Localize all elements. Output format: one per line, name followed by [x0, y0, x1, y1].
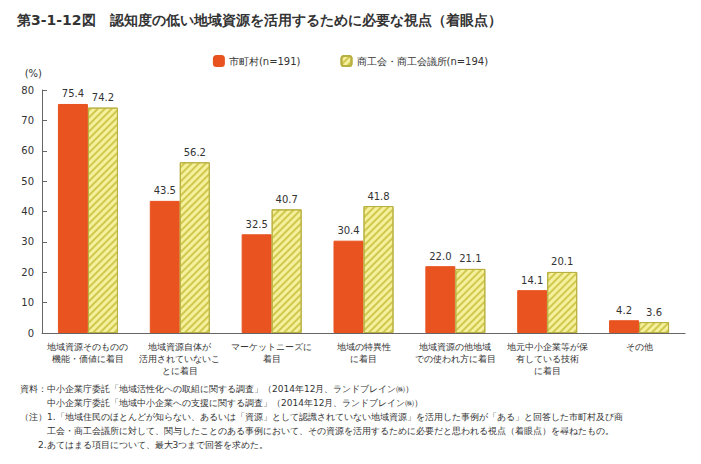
svg-text:工会・商工会議所に対して、関与したことのある事例において、そ: 工会・商工会議所に対して、関与したことのある事例において、その資源を活用するため… [20, 426, 614, 436]
svg-text:3.6: 3.6 [646, 307, 662, 318]
svg-text:とに着目: とに着目 [162, 366, 198, 376]
svg-text:中小企業庁委託「地域中小企業への支援に関する調査」（2014: 中小企業庁委託「地域中小企業への支援に関する調査」（2014年12月、ランドブレ… [20, 398, 423, 408]
svg-text:地元中小企業等が保: 地元中小企業等が保 [506, 342, 588, 352]
svg-text:32.5: 32.5 [246, 219, 268, 230]
svg-text:資料：中小企業庁委託「地域活性化への取組に関する調査」（20: 資料：中小企業庁委託「地域活性化への取組に関する調査」（2014年12月、ランド… [20, 384, 414, 394]
svg-text:20: 20 [21, 267, 34, 278]
svg-text:(%): (%) [25, 68, 42, 79]
svg-text:機能・価値に着目: 機能・価値に着目 [52, 354, 124, 364]
svg-text:地域資源自体が: 地域資源自体が [147, 342, 212, 352]
svg-text:40.7: 40.7 [276, 194, 298, 205]
svg-text:22.0: 22.0 [429, 251, 451, 262]
svg-text:4.2: 4.2 [616, 305, 632, 316]
svg-text:74.2: 74.2 [92, 92, 114, 103]
svg-text:商工会・商工会議所(n=194): 商工会・商工会議所(n=194) [357, 56, 489, 67]
svg-text:市町村(n=191): 市町村(n=191) [229, 56, 301, 67]
svg-text:75.4: 75.4 [62, 88, 84, 99]
svg-text:に着目: に着目 [534, 366, 561, 376]
svg-text:60: 60 [21, 145, 34, 156]
svg-text:マーケットニーズに: マーケットニーズに [231, 342, 312, 352]
svg-text:40: 40 [21, 206, 34, 217]
svg-text:41.8: 41.8 [367, 191, 389, 202]
svg-text:70: 70 [21, 115, 34, 126]
svg-text:地域資源そのものの: 地域資源そのものの [46, 342, 128, 352]
svg-text:43.5: 43.5 [154, 185, 176, 196]
svg-text:80: 80 [21, 85, 34, 96]
svg-text:21.1: 21.1 [459, 253, 481, 264]
svg-text:10: 10 [21, 297, 34, 308]
svg-text:地域の特異性: 地域の特異性 [336, 342, 391, 352]
svg-text:14.1: 14.1 [521, 275, 543, 286]
svg-text:0: 0 [28, 328, 34, 339]
svg-text:第3-1-12図 認知度の低い地域資源を活用するために必要な: 第3-1-12図 認知度の低い地域資源を活用するために必要な視点（着眼点） [16, 12, 502, 28]
svg-text:着目: 着目 [263, 354, 281, 364]
svg-text:に着目: に着目 [350, 354, 377, 364]
svg-text:での使われ方に着目: での使われ方に着目 [415, 354, 496, 364]
svg-text:活用されていないこ: 活用されていないこ [139, 354, 220, 364]
svg-text:30: 30 [21, 236, 34, 247]
svg-text:20.1: 20.1 [551, 256, 573, 267]
svg-text:有している技術: 有している技術 [516, 354, 579, 364]
svg-text:地域資源の他地域: 地域資源の他地域 [418, 342, 491, 352]
svg-text:その他: その他 [626, 342, 653, 352]
svg-text:56.2: 56.2 [184, 147, 206, 158]
svg-text:（注）1.「地域住民のほとんどが知らない、あるいは「資源」と: （注）1.「地域住民のほとんどが知らない、あるいは「資源」として認識されていない… [20, 412, 623, 422]
svg-text:30.4: 30.4 [337, 225, 359, 236]
svg-text:2.あてはまる項目について、最大3つまで回答を求めた。: 2.あてはまる項目について、最大3つまで回答を求めた。 [20, 440, 268, 450]
svg-text:50: 50 [21, 176, 34, 187]
